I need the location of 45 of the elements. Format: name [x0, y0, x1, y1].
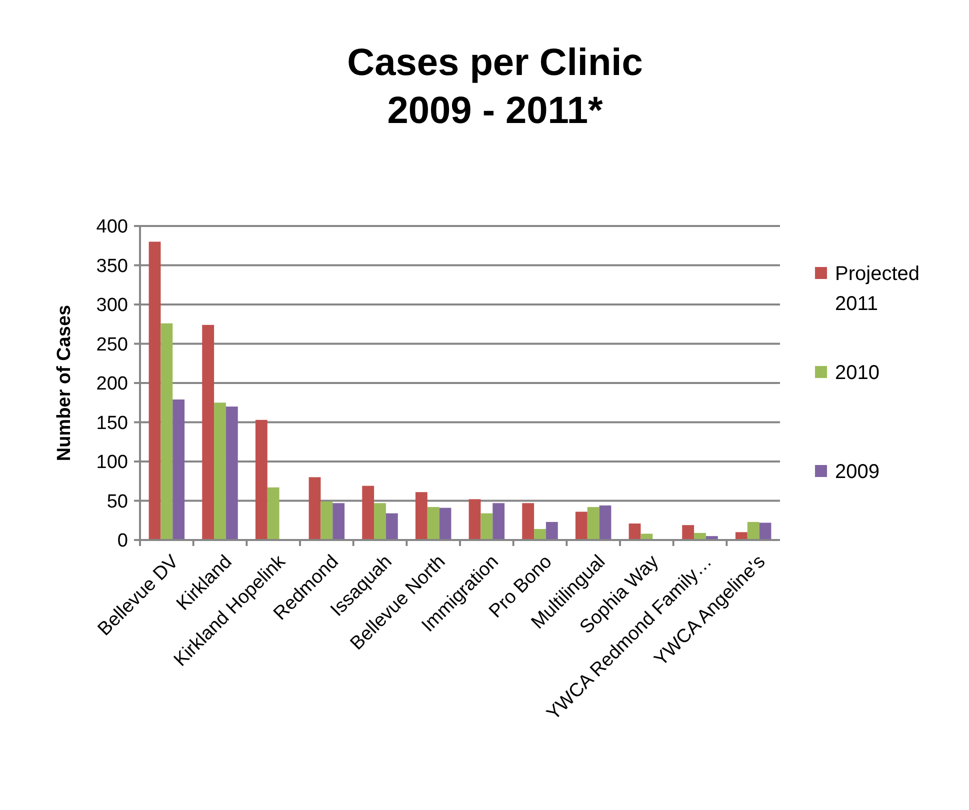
legend-label: 2009	[835, 461, 880, 483]
bar	[735, 532, 748, 540]
bar	[546, 522, 558, 540]
bar	[214, 402, 226, 540]
y-tick-label: 400	[96, 216, 128, 238]
bar	[374, 503, 386, 540]
y-tick-label: 350	[96, 256, 128, 277]
bar	[492, 503, 505, 540]
chart-title: Cases per Clinic 2009 - 2011*	[347, 42, 643, 132]
y-tick-label: 100	[96, 452, 128, 474]
y-tick-label: 250	[96, 334, 128, 356]
bar	[599, 505, 612, 540]
bar	[522, 503, 534, 540]
bar	[468, 499, 481, 540]
bar	[148, 242, 161, 540]
y-tick-label: 50	[106, 491, 128, 512]
legend-label: Projected 2011	[835, 263, 920, 315]
bar	[747, 522, 760, 540]
bar	[320, 502, 333, 540]
bar	[267, 487, 280, 540]
bar	[759, 522, 772, 540]
bar	[255, 420, 268, 540]
bar	[386, 513, 398, 540]
bar	[308, 477, 321, 540]
bar	[682, 525, 694, 540]
bar	[362, 486, 374, 540]
legend-label: 2010	[835, 362, 880, 384]
bar	[415, 492, 428, 540]
bar	[226, 406, 238, 540]
y-tick-label: 300	[96, 295, 128, 316]
bar	[575, 512, 588, 540]
bar	[332, 503, 345, 540]
bar	[172, 399, 185, 540]
bar	[160, 323, 173, 540]
y-axis-title: Number of Cases	[54, 304, 75, 462]
bar	[628, 524, 641, 540]
y-tick-label: 200	[96, 374, 128, 395]
bar	[587, 507, 600, 540]
bar	[202, 324, 214, 540]
y-tick-label: 0	[117, 530, 128, 552]
bar	[480, 513, 493, 540]
y-tick-label: 150	[96, 412, 128, 434]
bar	[534, 529, 546, 540]
bar	[427, 507, 440, 540]
bar	[439, 508, 452, 540]
